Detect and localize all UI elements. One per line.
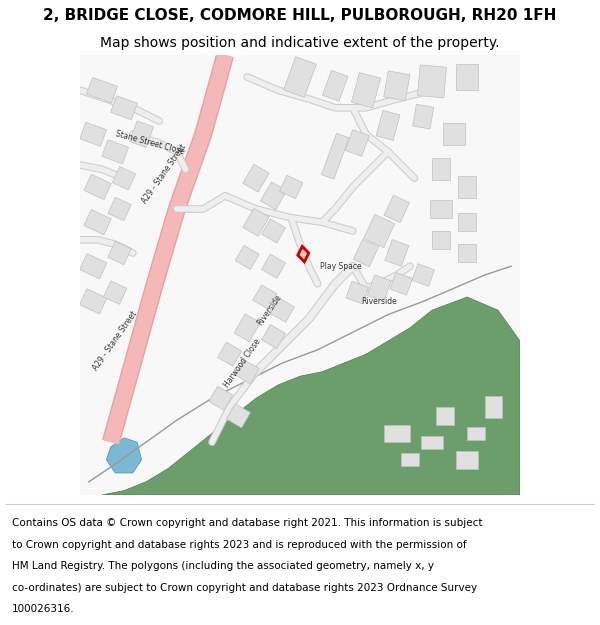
Bar [412,264,434,286]
Bar [112,166,136,190]
Bar [253,285,277,309]
Bar [80,289,107,314]
Text: 100026316.: 100026316. [12,604,74,614]
Bar [390,272,412,295]
Polygon shape [298,246,309,262]
Bar [385,239,409,266]
Bar [80,122,107,146]
Bar [436,407,454,424]
Text: Play Space: Play Space [320,262,361,271]
Bar [384,195,409,222]
Bar [383,71,410,101]
Polygon shape [106,438,142,473]
Bar [104,281,127,304]
Bar [110,96,137,120]
Bar [458,213,476,231]
Bar [102,140,128,164]
Text: to Crown copyright and database rights 2023 and is reproduced with the permissio: to Crown copyright and database rights 2… [12,540,467,550]
Bar [243,164,269,192]
Bar [456,451,478,469]
Bar [443,123,465,145]
Bar [346,281,368,304]
Bar [218,342,242,366]
Text: Riverside: Riverside [361,297,397,306]
Bar [235,246,259,269]
Bar [418,65,446,98]
Bar [262,324,286,349]
Bar [235,360,259,384]
Text: Riverside: Riverside [255,293,283,328]
Bar [322,71,348,101]
Bar [421,436,443,449]
Bar [430,200,452,217]
Bar [80,254,107,279]
Bar [458,176,476,198]
Bar [262,254,286,278]
Bar [271,298,295,322]
Bar [432,231,449,249]
Polygon shape [102,297,520,495]
Bar [209,386,233,410]
Text: A29 - Stane Street: A29 - Stane Street [140,142,187,205]
Bar [262,219,286,243]
Bar [467,427,485,440]
Bar [108,198,131,221]
Bar [84,209,111,235]
Bar [352,72,380,108]
Bar [413,104,434,129]
Text: Stane Street Close: Stane Street Close [115,129,186,156]
Bar [345,129,369,156]
Text: Map shows position and indicative extent of the property.: Map shows position and indicative extent… [100,36,500,50]
Bar [284,57,316,98]
Bar [432,158,449,181]
Bar [485,396,502,418]
Bar [86,78,118,103]
Bar [383,424,410,442]
Bar [322,133,349,179]
Text: 2, BRIDGE CLOSE, CODMORE HILL, PULBOROUGH, RH20 1FH: 2, BRIDGE CLOSE, CODMORE HILL, PULBOROUG… [43,8,557,23]
Text: Harwood Close: Harwood Close [223,337,263,389]
Bar [376,111,400,141]
Bar [130,121,154,148]
Bar [243,208,269,236]
Bar [364,214,395,248]
Bar [234,314,260,342]
Bar [108,241,131,265]
Bar [260,182,287,210]
Bar [401,453,419,466]
Text: co-ordinates) are subject to Crown copyright and database rights 2023 Ordnance S: co-ordinates) are subject to Crown copyr… [12,582,477,592]
Bar [456,64,478,90]
Bar [226,404,250,428]
Bar [84,174,111,199]
Text: Contains OS data © Crown copyright and database right 2021. This information is : Contains OS data © Crown copyright and d… [12,518,482,528]
Text: A29 - Stane Street: A29 - Stane Street [91,309,139,372]
Bar [280,175,303,199]
Bar [458,244,476,262]
Text: HM Land Registry. The polygons (including the associated geometry, namely x, y: HM Land Registry. The polygons (includin… [12,561,434,571]
Bar [367,275,391,301]
Bar [353,239,379,267]
